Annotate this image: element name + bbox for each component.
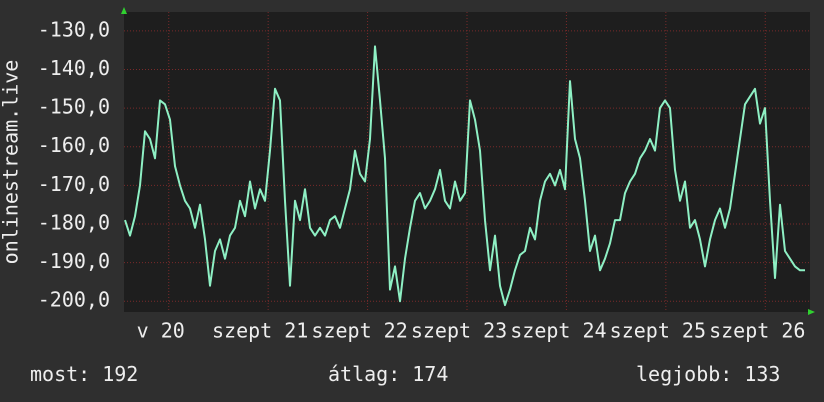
y-axis-label: onlinestream.live	[0, 60, 23, 265]
x-tick-label: szept 22	[311, 319, 407, 343]
x-tick-label: szept 21	[212, 319, 308, 343]
footer-stat: most: 192	[30, 362, 138, 386]
y-tick-label: -130,0	[38, 17, 110, 41]
y-tick-label: -200,0	[38, 288, 110, 312]
axis-arrow	[808, 309, 815, 315]
y-tick-label: -180,0	[38, 210, 110, 234]
x-tick-label: szept 24	[510, 319, 606, 343]
x-tick-label: szept 25	[610, 319, 706, 343]
y-tick-label: -150,0	[38, 95, 110, 119]
footer-value: 174	[412, 362, 448, 386]
footer-label: legjobb:	[636, 362, 732, 386]
footer-label: átlag:	[328, 362, 400, 386]
axis-arrow	[121, 7, 127, 14]
y-tick-label: -160,0	[38, 133, 110, 157]
y-tick-label: -170,0	[38, 172, 110, 196]
x-tick-label: v 20	[137, 319, 185, 343]
x-tick-label: szept 23	[411, 319, 507, 343]
footer-stat: legjobb: 133	[636, 362, 780, 386]
footer-label: most:	[30, 362, 90, 386]
y-tick-label: -190,0	[38, 249, 110, 273]
footer-stat: átlag: 174	[328, 362, 448, 386]
x-tick-label: szept 26	[709, 319, 805, 343]
y-tick-label: -140,0	[38, 56, 110, 80]
footer-value: 192	[102, 362, 138, 386]
data-line	[124, 45, 805, 307]
footer-value: 133	[744, 362, 780, 386]
